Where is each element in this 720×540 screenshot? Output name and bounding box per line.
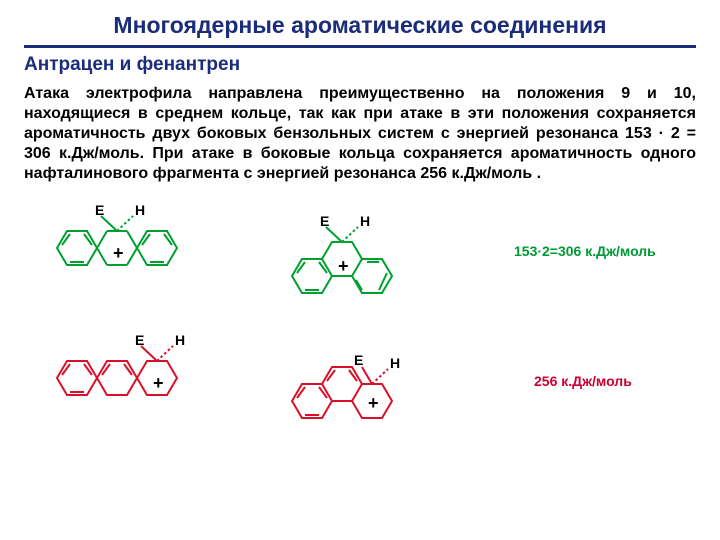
svg-text:E: E: [320, 213, 329, 229]
svg-text:E: E: [354, 352, 363, 368]
svg-text:H: H: [360, 213, 370, 229]
phenanthrene-green: E H +: [274, 198, 464, 308]
svg-text:H: H: [135, 202, 145, 218]
title-divider: [24, 45, 696, 48]
energy-label-green: 153·2=306 к.Дж/моль: [514, 243, 656, 259]
svg-text:+: +: [368, 393, 379, 413]
svg-text:+: +: [338, 256, 349, 276]
body-paragraph: Атака электрофила направлена преимуществ…: [24, 84, 696, 184]
subtitle: Антрацен и фенантрен: [24, 54, 696, 76]
anthracene-red: E H +: [39, 328, 209, 428]
svg-text:E: E: [135, 332, 144, 348]
anthracene-green: E H +: [39, 198, 209, 298]
svg-text:H: H: [390, 355, 400, 371]
svg-text:+: +: [113, 243, 124, 263]
diagram-area: E H + E H + 153·2=306 к.Дж/моль: [24, 198, 696, 448]
svg-text:H: H: [175, 332, 185, 348]
phenanthrene-red: E H +: [274, 323, 464, 433]
svg-text:+: +: [153, 373, 164, 393]
energy-label-red: 256 к.Дж/моль: [534, 373, 632, 389]
svg-text:E: E: [95, 202, 104, 218]
page-title: Многоядерные ароматические соединения: [24, 12, 696, 39]
